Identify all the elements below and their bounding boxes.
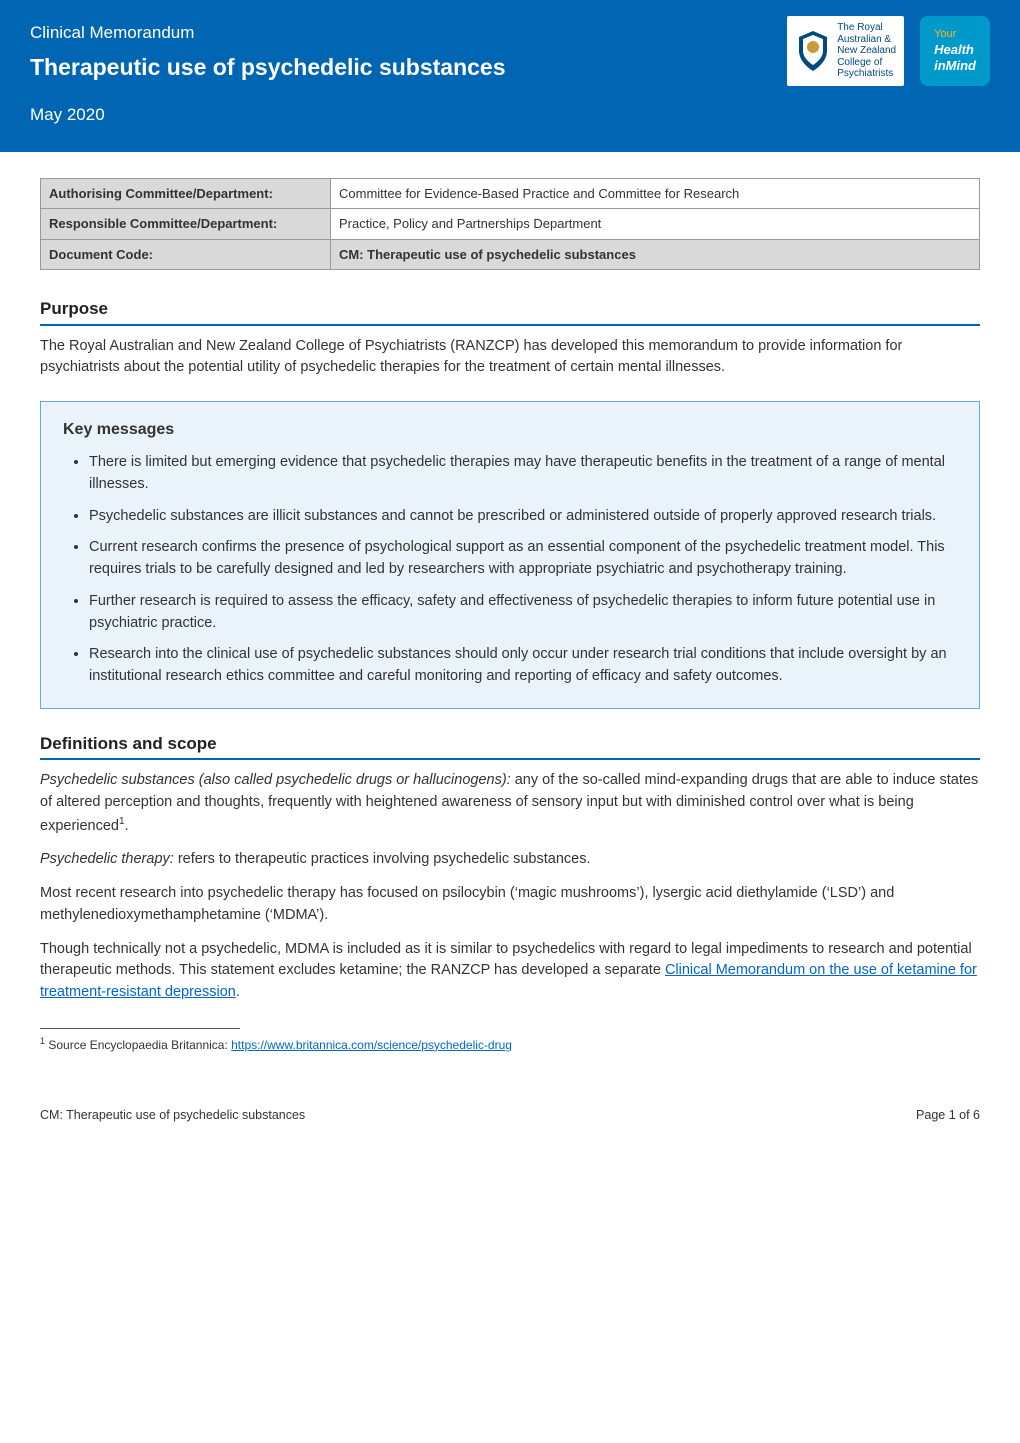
footnote-1: 1 Source Encyclopaedia Britannica: https… (40, 1035, 980, 1054)
yhim-word3: inMind (934, 58, 976, 74)
definitions-para1: Psychedelic substances (also called psyc… (40, 770, 980, 837)
meta-label: Document Code: (41, 239, 331, 270)
key-messages-box: Key messages There is limited but emergi… (40, 401, 980, 709)
header-band: Clinical Memorandum Therapeutic use of p… (0, 0, 1020, 152)
definitions-para2-rest: refers to therapeutic practices involvin… (174, 851, 591, 867)
logo-line4: College of (837, 57, 896, 69)
header-text-block: Clinical Memorandum Therapeutic use of p… (30, 20, 787, 128)
yhim-word2: Health (934, 42, 976, 58)
definitions-para1-em: Psychedelic substances (also called psyc… (40, 772, 511, 788)
definitions-para3: Most recent research into psychedelic th… (40, 883, 980, 927)
list-item: There is limited but emerging evidence t… (89, 452, 957, 496)
purpose-heading: Purpose (40, 296, 980, 326)
content: Authorising Committee/Department: Commit… (0, 152, 1020, 1054)
table-row: Authorising Committee/Department: Commit… (41, 178, 980, 209)
key-messages-list: There is limited but emerging evidence t… (89, 452, 957, 688)
ranzcp-logo: The Royal Australian & New Zealand Colle… (787, 16, 904, 86)
footnote-text: Source Encyclopaedia Britannica: (45, 1038, 231, 1052)
meta-value: Committee for Evidence-Based Practice an… (331, 178, 980, 209)
header-logos: The Royal Australian & New Zealand Colle… (787, 16, 990, 128)
definitions-heading: Definitions and scope (40, 731, 980, 761)
meta-value: Practice, Policy and Partnerships Depart… (331, 209, 980, 240)
list-item: Psychedelic substances are illicit subst… (89, 506, 957, 528)
ranzcp-emblem-icon (795, 29, 831, 73)
list-item: Research into the clinical use of psyche… (89, 644, 957, 688)
logo-line3: New Zealand (837, 45, 896, 57)
definitions-para2: Psychedelic therapy: refers to therapeut… (40, 849, 980, 871)
list-item: Current research confirms the presence o… (89, 537, 957, 581)
header-date: May 2020 (30, 102, 787, 128)
footer-left: CM: Therapeutic use of psychedelic subst… (40, 1106, 305, 1125)
meta-table: Authorising Committee/Department: Commit… (40, 178, 980, 271)
logo-line1: The Royal (837, 22, 896, 34)
footnote-rule (40, 1028, 240, 1029)
definitions-para4-post: . (236, 984, 240, 1000)
logo-line2: Australian & (837, 34, 896, 46)
definitions-para2-em: Psychedelic therapy: (40, 851, 174, 867)
list-item: Further research is required to assess t… (89, 591, 957, 635)
yhim-badge: Your Health inMind (920, 16, 990, 86)
yhim-word1: Your (934, 28, 976, 42)
logo-line5: Psychiatrists (837, 68, 896, 80)
definitions-para1-end: . (125, 818, 129, 834)
meta-label: Responsible Committee/Department: (41, 209, 331, 240)
table-row: Document Code: CM: Therapeutic use of ps… (41, 239, 980, 270)
key-messages-heading: Key messages (63, 418, 957, 442)
footnote-link[interactable]: https://www.britannica.com/science/psych… (231, 1038, 512, 1052)
purpose-body: The Royal Australian and New Zealand Col… (40, 336, 980, 380)
page-footer: CM: Therapeutic use of psychedelic subst… (0, 1066, 1020, 1145)
footer-right: Page 1 of 6 (916, 1106, 980, 1125)
ranzcp-logo-text: The Royal Australian & New Zealand Colle… (837, 22, 896, 80)
table-row: Responsible Committee/Department: Practi… (41, 209, 980, 240)
meta-label: Authorising Committee/Department: (41, 178, 331, 209)
meta-value: CM: Therapeutic use of psychedelic subst… (331, 239, 980, 270)
definitions-para4: Though technically not a psychedelic, MD… (40, 939, 980, 1004)
header-subtitle: Clinical Memorandum (30, 20, 787, 46)
header-title: Therapeutic use of psychedelic substance… (30, 50, 787, 85)
